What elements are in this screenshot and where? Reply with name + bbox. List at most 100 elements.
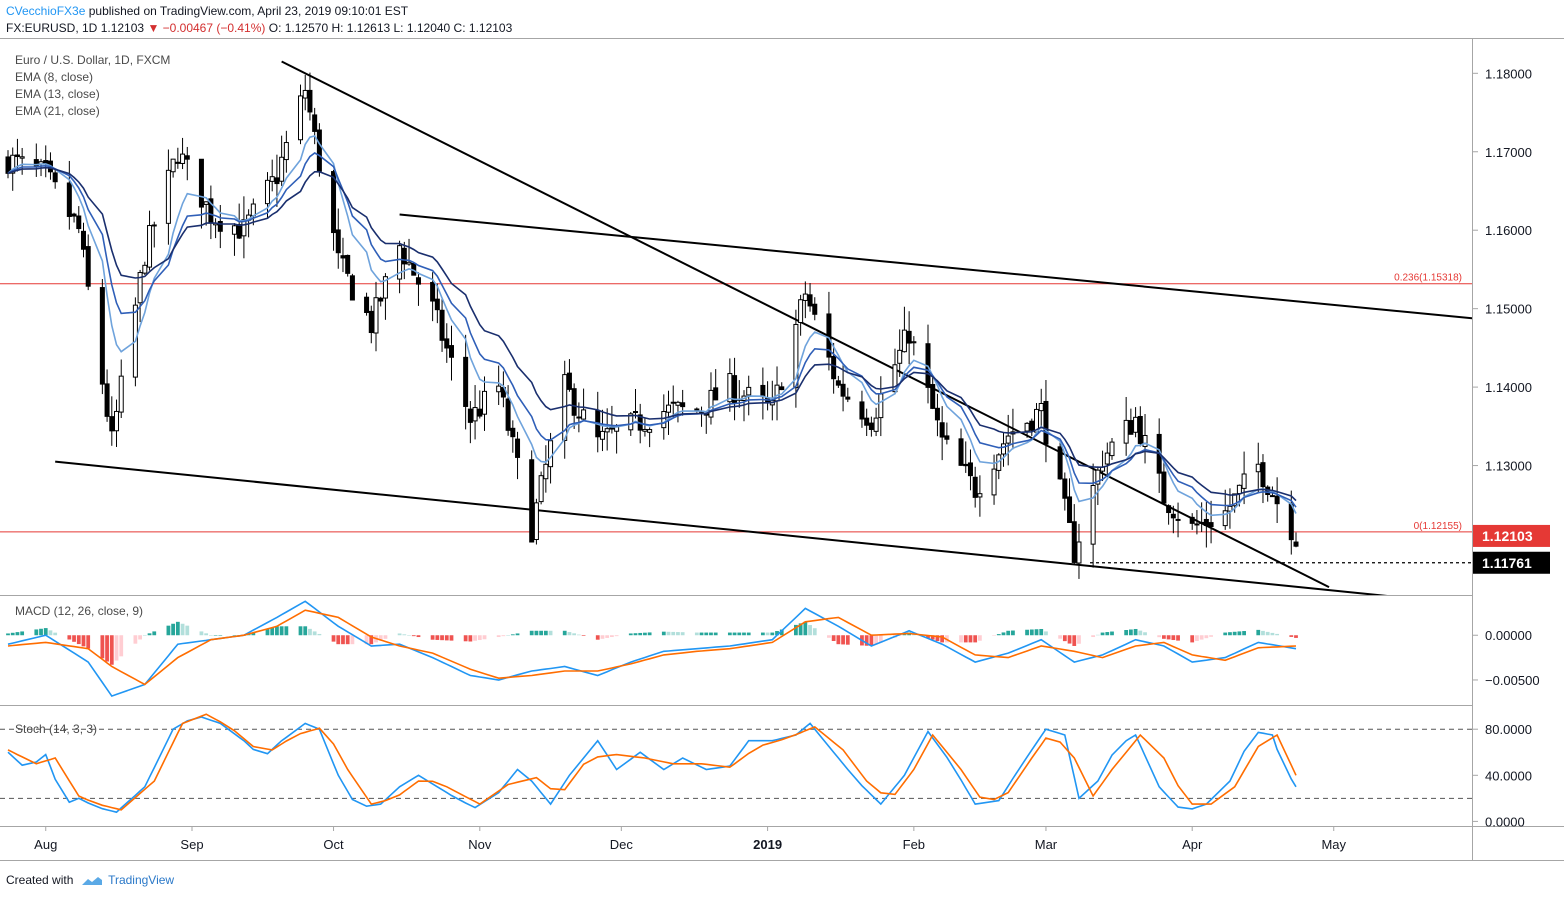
bearish-candle-body [415, 277, 421, 285]
bullish-candle-body [302, 89, 308, 99]
bullish-candle-body [1005, 435, 1011, 444]
candle [1062, 472, 1068, 511]
bullish-candle-body [406, 261, 412, 265]
macd-histogram-bar [1011, 630, 1015, 636]
candle [1029, 418, 1035, 436]
macd-histogram-bar [76, 635, 81, 645]
macd-histogram-bar [166, 625, 171, 636]
candle [543, 445, 549, 493]
candle [331, 169, 337, 251]
macd-histogram-bar [407, 635, 411, 636]
macd-histogram-bar [1223, 632, 1228, 636]
bearish-candle-body [307, 89, 313, 113]
macd-histogram-bar [1110, 631, 1114, 636]
bullish-candle-body [991, 468, 997, 496]
bullish-candle-body [1109, 441, 1115, 457]
macd-histogram-bar [968, 635, 973, 643]
macd-histogram-bar [992, 635, 996, 636]
candle [930, 377, 936, 410]
macd-histogram-bar [6, 633, 10, 636]
macd-histogram-bar [926, 635, 930, 639]
macd-histogram-bar [610, 635, 614, 638]
candle [1255, 442, 1261, 494]
macd-histogram-bar [1091, 635, 1096, 638]
macd-axis[interactable]: 0.00000 −0.00500 [1472, 628, 1540, 688]
candle [897, 329, 903, 377]
bullish-candle-body [1095, 469, 1101, 485]
macd-histogram-bar [510, 634, 515, 636]
bearish-candle-body [76, 215, 82, 230]
candle [349, 273, 355, 301]
bearish-candle-body [33, 159, 39, 167]
bearish-candle-body [444, 338, 450, 349]
author-name[interactable]: CVecchioFX3e [6, 4, 86, 18]
candle [642, 418, 648, 437]
candle [1208, 500, 1214, 544]
candle [1005, 414, 1011, 466]
bearish-candle-body [401, 247, 407, 265]
candle [906, 311, 912, 365]
macd-pane[interactable]: 0.00000 −0.00500 MACD (12, 26, close, 9) [6, 600, 1540, 698]
candle [793, 309, 799, 408]
macd-histogram-bar [808, 625, 812, 636]
macd-histogram-bar [232, 635, 237, 636]
macd-histogram-bar [1095, 634, 1100, 636]
candle [444, 323, 450, 363]
candle [533, 498, 539, 545]
macd-histogram-bar [727, 632, 732, 636]
bearish-candle-body [1071, 521, 1077, 563]
bullish-candle-body [1241, 473, 1247, 489]
bearish-candle-body [340, 255, 346, 259]
macd-legend: MACD (12, 26, close, 9) [15, 604, 143, 618]
price-axis[interactable]: 1.18000 1.17000 1.16000 1.15000 1.14000 1.130… [1472, 66, 1532, 474]
bullish-candle-body [666, 404, 672, 413]
macd-histogram-bar [378, 635, 383, 641]
candle [71, 212, 77, 223]
macd-histogram-bar [275, 626, 279, 636]
candle [727, 358, 733, 412]
stoch-k-line [7, 716, 1297, 814]
macd-histogram-bar [845, 635, 850, 645]
ema13-line [7, 152, 1297, 508]
price-pane[interactable]: 0.236(1.15318)0(1.12155) 1.180001.170001… [0, 53, 1550, 607]
candle [368, 305, 374, 344]
candle [835, 375, 841, 388]
bearish-candle-body [963, 463, 969, 467]
macd-histogram-bar [732, 632, 737, 636]
bearish-candle-body [1029, 420, 1035, 431]
bearish-candle-body [835, 380, 841, 386]
bearish-candle-body [868, 422, 874, 430]
price-tick-label: 1.13000 [1485, 459, 1532, 474]
macd-line [7, 600, 1297, 698]
bullish-candle-body [897, 349, 903, 364]
bearish-candle-body [1057, 446, 1063, 480]
macd-histogram-bar [67, 635, 72, 640]
candle [963, 441, 969, 473]
bearish-candle-body [66, 182, 72, 217]
trendlines[interactable] [55, 60, 1494, 607]
macd-histogram-bar [341, 635, 345, 645]
candle [439, 298, 445, 352]
bullish-candle-body [727, 373, 733, 403]
macd-histogram-bar [902, 634, 907, 636]
macd-histogram-bar [39, 628, 43, 636]
stoch-pane[interactable]: 80.0000 40.0000 0.0000 Stoch (14, 3, 3) [0, 713, 1532, 829]
bearish-candle-body [1161, 471, 1167, 504]
time-axis[interactable]: Aug Sep Oct Nov Dec 2019 Feb Mar Apr May [34, 826, 1347, 852]
tradingview-link[interactable]: TradingView [108, 873, 175, 887]
ema13-legend: EMA (13, close) [15, 87, 100, 101]
candle [340, 237, 346, 273]
stoch-axis[interactable]: 80.0000 40.0000 0.0000 [1472, 722, 1532, 829]
bearish-candle-body [80, 230, 86, 250]
candle [1067, 478, 1073, 523]
bullish-candle-body [373, 297, 379, 334]
bearish-candle-body [467, 408, 473, 423]
bullish-candle-body [1000, 443, 1006, 455]
bullish-candle-body [382, 276, 388, 299]
candle [472, 385, 478, 440]
macd-histogram-bar [864, 635, 869, 646]
macd-histogram-bar [841, 635, 845, 645]
bearish-candle-body [175, 161, 181, 164]
bullish-candle-body [878, 393, 884, 419]
